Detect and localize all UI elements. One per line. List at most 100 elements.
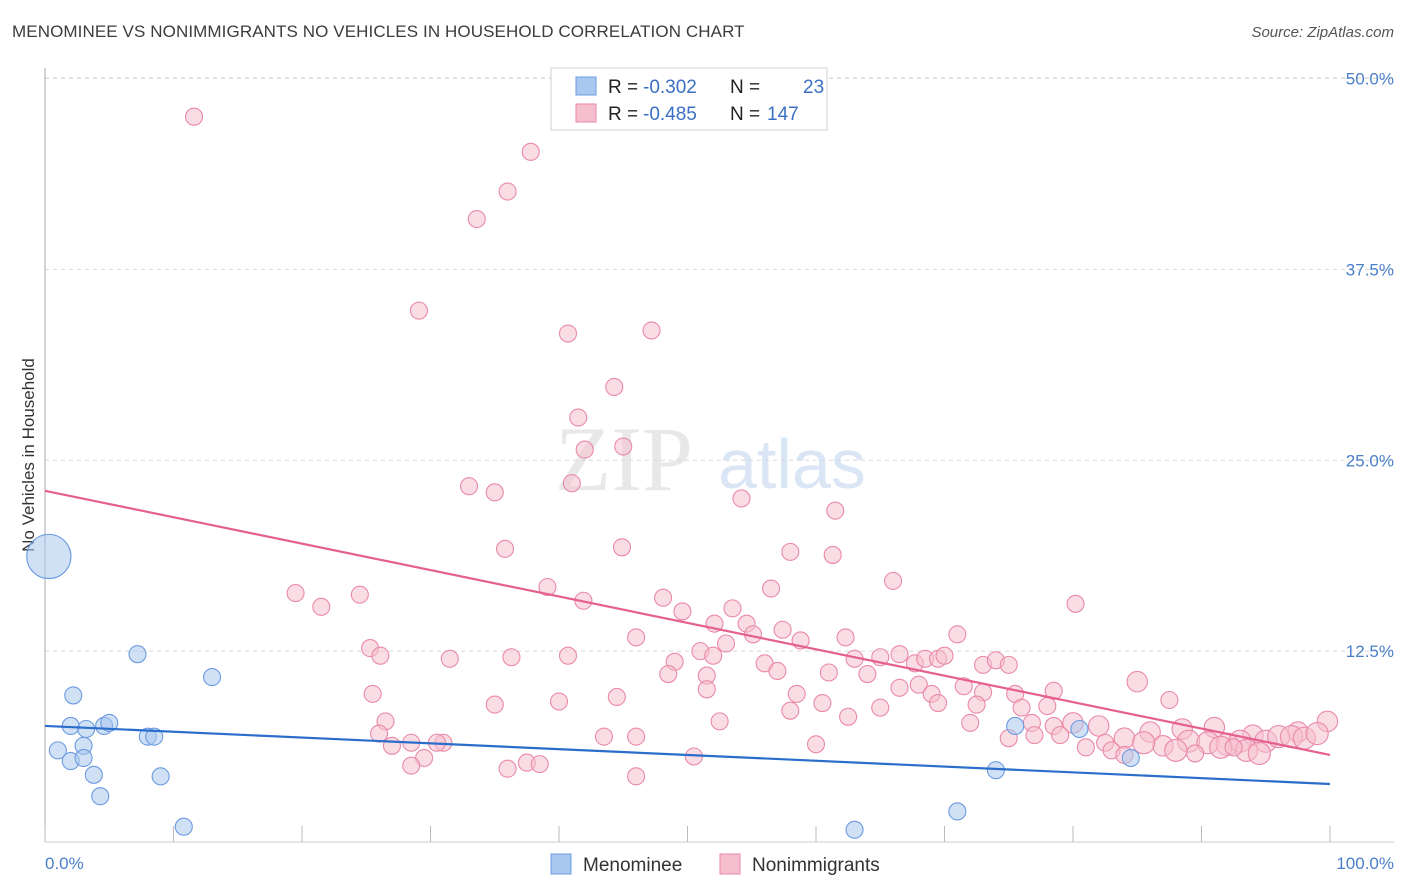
nonimmigrants-point xyxy=(495,539,515,558)
x-tick-label-min: 0.0% xyxy=(45,854,84,873)
nonimmigrants-point xyxy=(1160,690,1179,710)
menominee-point xyxy=(145,727,164,746)
nonimmigrants-point xyxy=(1025,726,1044,745)
menominee-point xyxy=(174,817,193,836)
nonimmigrants-point xyxy=(654,588,673,607)
nonimmigrants-point xyxy=(948,625,967,644)
legend-n-value-2: 147 xyxy=(767,104,799,125)
nonimmigrants-point xyxy=(1044,681,1063,700)
bottom-legend-label-nonimmigrants: Nonimmigrants xyxy=(752,855,880,876)
nonimmigrants-point xyxy=(761,579,781,598)
nonimmigrants-point xyxy=(732,489,751,508)
legend-n-label-2: N = xyxy=(730,104,760,125)
y-tick-label: 25.0% xyxy=(1346,451,1394,470)
legend-n-label-1: N = xyxy=(730,77,760,98)
nonimmigrants-point xyxy=(642,321,661,340)
menominee-point xyxy=(1121,748,1140,768)
menominee-point xyxy=(1070,719,1089,739)
menominee-point xyxy=(84,765,103,784)
bottom-legend-label-menominee: Menominee xyxy=(583,855,682,876)
legend-r-label-2: R = xyxy=(608,104,638,125)
nonimmigrants-point xyxy=(549,692,569,711)
nonimmigrants-point xyxy=(409,301,428,320)
nonimmigrants-point xyxy=(612,538,632,557)
nonimmigrants-point xyxy=(909,675,928,694)
menominee-trendline xyxy=(44,724,1331,786)
nonimmigrants-point xyxy=(1186,744,1205,763)
nonimmigrants-point xyxy=(562,474,581,493)
nonimmigrants-point xyxy=(558,324,578,343)
menominee-point xyxy=(26,533,72,580)
nonimmigrants-point xyxy=(768,661,787,681)
nonimmigrants-point xyxy=(498,759,517,778)
nonimmigrants-point xyxy=(402,756,421,775)
nonimmigrants-point xyxy=(839,707,858,726)
nonimmigrants-point xyxy=(890,645,909,664)
nonimmigrants-point xyxy=(312,597,331,616)
nonimmigrants-point xyxy=(485,483,504,502)
nonimmigrants-point xyxy=(530,755,549,774)
nonimmigrants-point xyxy=(370,724,389,743)
legend-r-label-1: R = xyxy=(608,77,638,98)
menominee-point xyxy=(100,713,119,732)
nonimmigrants-point xyxy=(1051,726,1070,745)
nonimmigrants-point xyxy=(502,648,521,667)
nonimmigrants-point xyxy=(806,735,826,754)
nonimmigrants-point xyxy=(594,727,614,746)
nonimmigrants-point xyxy=(363,684,382,703)
menominee-point xyxy=(48,741,67,760)
menominee-point xyxy=(64,686,83,705)
nonimmigrants-point xyxy=(871,698,890,717)
nonimmigrants-point xyxy=(723,599,742,618)
nonimmigrants-point xyxy=(704,646,723,665)
nonimmigrants-point xyxy=(999,655,1018,674)
axes xyxy=(44,68,1394,843)
menominee-point xyxy=(203,668,222,687)
series-nonimmigrants-points xyxy=(185,107,1339,786)
nonimmigrants-point xyxy=(1224,738,1243,757)
trendlines xyxy=(44,489,1331,786)
nonimmigrants-trendline xyxy=(44,489,1331,757)
menominee-point xyxy=(845,820,864,839)
nonimmigrants-point xyxy=(716,634,736,653)
nonimmigrants-point xyxy=(954,677,973,696)
nonimmigrants-point xyxy=(813,693,832,713)
nonimmigrants-point xyxy=(710,712,729,731)
bottom-legend: Menominee Nonimmigrants xyxy=(550,853,880,876)
menominee-point xyxy=(948,802,967,821)
series-menominee-points xyxy=(26,533,1140,839)
legend-r-value-2: -0.485 xyxy=(643,104,697,125)
nonimmigrants-point xyxy=(787,684,806,703)
nonimmigrants-point xyxy=(826,501,845,520)
nonimmigrants-point xyxy=(1012,698,1031,717)
nonimmigrants-point xyxy=(605,377,624,397)
nonimmigrants-point xyxy=(1076,738,1095,757)
y-tick-labels: 12.5% 25.0% 37.5% 50.0% xyxy=(1346,70,1394,662)
nonimmigrants-point xyxy=(607,687,626,706)
nonimmigrants-point xyxy=(1066,594,1085,613)
nonimmigrants-point xyxy=(781,701,800,720)
x-ticks xyxy=(44,826,1331,842)
x-tick-label-max: 100.0% xyxy=(1336,854,1394,873)
nonimmigrants-point xyxy=(467,209,486,229)
y-tick-label: 12.5% xyxy=(1346,642,1394,661)
nonimmigrants-point xyxy=(836,628,855,647)
nonimmigrants-point xyxy=(185,107,204,126)
legend-n-value-1: 23 xyxy=(803,77,824,98)
legend: R = -0.302 N = 23 R = -0.485 N = 147 xyxy=(550,67,828,131)
legend-r-value-1: -0.302 xyxy=(643,77,697,98)
nonimmigrants-point xyxy=(538,577,557,597)
nonimmigrants-point xyxy=(697,680,716,699)
bottom-legend-swatch-menominee xyxy=(550,853,572,875)
nonimmigrants-point xyxy=(1126,670,1149,693)
nonimmigrants-point xyxy=(819,663,838,682)
nonimmigrants-point xyxy=(569,408,588,427)
chart-source: Source: ZipAtlas.com xyxy=(1251,24,1394,41)
nonimmigrants-point xyxy=(1132,731,1156,755)
nonimmigrants-point xyxy=(1247,741,1271,766)
nonimmigrants-point xyxy=(350,585,369,604)
nonimmigrants-point xyxy=(673,602,692,621)
nonimmigrants-point xyxy=(614,437,633,456)
nonimmigrants-point xyxy=(440,649,459,668)
